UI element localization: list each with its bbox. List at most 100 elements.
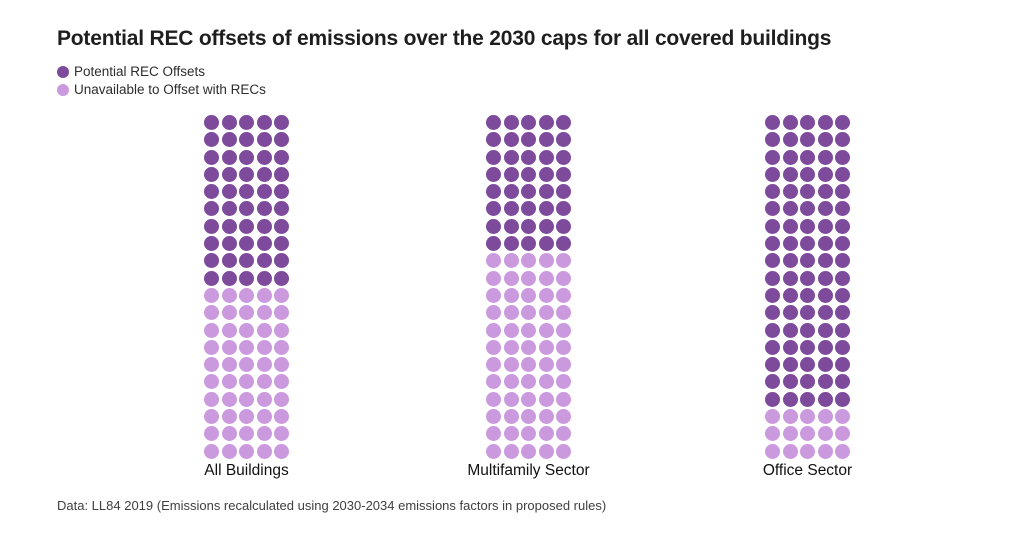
dot-unavailable-to-offset xyxy=(800,443,815,459)
dot-potential-rec-offset xyxy=(486,132,501,148)
dot-unavailable-to-offset xyxy=(204,339,219,355)
legend-label-unavailable-to-offset: Unavailable to Offset with RECs xyxy=(74,82,266,97)
dot-potential-rec-offset xyxy=(782,166,798,182)
dot-potential-rec-offset xyxy=(765,149,780,165)
dot-potential-rec-offset xyxy=(486,115,501,130)
dot-potential-rec-offset xyxy=(256,166,272,182)
dot-potential-rec-offset xyxy=(503,184,519,200)
dot-potential-rec-offset xyxy=(274,270,289,286)
dot-unavailable-to-offset xyxy=(239,357,254,373)
dot-unavailable-to-offset xyxy=(503,426,519,442)
dot-potential-rec-offset xyxy=(556,218,571,234)
dot-potential-rec-offset xyxy=(782,357,798,373)
dot-potential-rec-offset xyxy=(800,201,815,217)
category-label-multifamily-sector: Multifamily Sector xyxy=(467,462,590,479)
dot-potential-rec-offset xyxy=(817,201,833,217)
dot-potential-rec-offset xyxy=(521,218,536,234)
dot-unavailable-to-offset xyxy=(503,374,519,390)
dot-potential-rec-offset xyxy=(835,184,850,200)
dot-potential-rec-offset xyxy=(538,132,554,148)
dot-potential-rec-offset xyxy=(835,236,850,252)
dot-potential-rec-offset xyxy=(204,270,219,286)
dot-unavailable-to-offset xyxy=(486,322,501,338)
dot-potential-rec-offset xyxy=(538,236,554,252)
dot-unavailable-to-offset xyxy=(521,409,536,425)
dot-unavailable-to-offset xyxy=(503,305,519,321)
dot-unavailable-to-offset xyxy=(239,426,254,442)
dot-potential-rec-offset xyxy=(782,391,798,407)
dot-unavailable-to-offset xyxy=(556,357,571,373)
dot-potential-rec-offset xyxy=(765,357,780,373)
dot-unavailable-to-offset xyxy=(538,426,554,442)
dot-unavailable-to-offset xyxy=(521,374,536,390)
dot-potential-rec-offset xyxy=(765,218,780,234)
dot-potential-rec-offset xyxy=(800,374,815,390)
dot-potential-rec-offset xyxy=(239,201,254,217)
dot-potential-rec-offset xyxy=(782,374,798,390)
category-label-office-sector: Office Sector xyxy=(762,462,853,479)
dot-unavailable-to-offset xyxy=(556,409,571,425)
dot-unavailable-to-offset xyxy=(486,426,501,442)
dot-unavailable-to-offset xyxy=(556,374,571,390)
dot-unavailable-to-offset xyxy=(221,322,237,338)
dot-potential-rec-offset xyxy=(782,322,798,338)
dot-unavailable-to-offset xyxy=(538,270,554,286)
dot-unavailable-to-offset xyxy=(538,322,554,338)
dot-unavailable-to-offset xyxy=(239,322,254,338)
dot-potential-rec-offset xyxy=(817,357,833,373)
dot-potential-rec-offset xyxy=(817,218,833,234)
dot-potential-rec-offset xyxy=(538,218,554,234)
dot-unavailable-to-offset xyxy=(221,409,237,425)
dot-potential-rec-offset xyxy=(503,166,519,182)
dot-unavailable-to-offset xyxy=(765,409,780,425)
dot-potential-rec-offset xyxy=(521,166,536,182)
dot-unavailable-to-offset xyxy=(239,443,254,459)
dot-potential-rec-offset xyxy=(817,322,833,338)
dot-potential-rec-offset xyxy=(274,166,289,182)
dot-unavailable-to-offset xyxy=(556,287,571,303)
dot-potential-rec-offset xyxy=(256,201,272,217)
dot-potential-rec-offset xyxy=(835,339,850,355)
dot-unavailable-to-offset xyxy=(835,409,850,425)
dot-unavailable-to-offset xyxy=(503,253,519,269)
dot-unavailable-to-offset xyxy=(503,391,519,407)
dot-potential-rec-offset xyxy=(817,391,833,407)
dot-potential-rec-offset xyxy=(256,132,272,148)
dot-potential-rec-offset xyxy=(239,149,254,165)
dot-unavailable-to-offset xyxy=(782,426,798,442)
dot-unavailable-to-offset xyxy=(521,357,536,373)
dot-potential-rec-offset xyxy=(256,253,272,269)
dot-unavailable-to-offset xyxy=(486,357,501,373)
dot-unavailable-to-offset xyxy=(274,322,289,338)
dot-unavailable-to-offset xyxy=(538,409,554,425)
dot-unavailable-to-offset xyxy=(486,305,501,321)
dot-unavailable-to-offset xyxy=(204,357,219,373)
dot-potential-rec-offset xyxy=(503,132,519,148)
dot-unavailable-to-offset xyxy=(817,409,833,425)
dot-potential-rec-offset xyxy=(835,149,850,165)
dot-unavailable-to-offset xyxy=(521,305,536,321)
dot-potential-rec-offset xyxy=(800,184,815,200)
dot-potential-rec-offset xyxy=(765,184,780,200)
dot-unavailable-to-offset xyxy=(239,374,254,390)
dot-unavailable-to-offset xyxy=(239,391,254,407)
dot-unavailable-to-offset xyxy=(538,391,554,407)
dot-unavailable-to-offset xyxy=(239,409,254,425)
chart-title: Potential REC offsets of emissions over … xyxy=(57,27,832,50)
dot-unavailable-to-offset xyxy=(256,287,272,303)
dot-unavailable-to-offset xyxy=(521,270,536,286)
dot-grid-multifamily-sector xyxy=(486,115,571,459)
dot-potential-rec-offset xyxy=(221,132,237,148)
dot-unavailable-to-offset xyxy=(221,391,237,407)
dot-unavailable-to-offset xyxy=(503,270,519,286)
dot-potential-rec-offset xyxy=(239,132,254,148)
dot-potential-rec-offset xyxy=(221,218,237,234)
dot-potential-rec-offset xyxy=(486,218,501,234)
dot-unavailable-to-offset xyxy=(239,305,254,321)
dot-unavailable-to-offset xyxy=(765,426,780,442)
dot-unavailable-to-offset xyxy=(274,287,289,303)
dot-potential-rec-offset xyxy=(204,132,219,148)
dot-unavailable-to-offset xyxy=(204,322,219,338)
legend: Potential REC Offsets Unavailable to Off… xyxy=(57,63,266,99)
dot-unavailable-to-offset xyxy=(835,443,850,459)
